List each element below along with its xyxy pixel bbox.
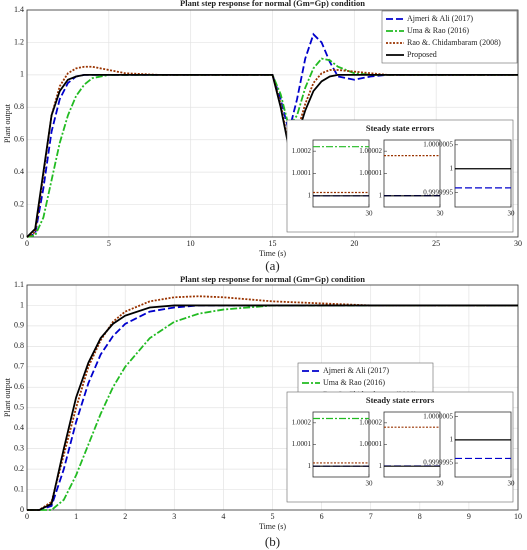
y-tick-label: 0.3 — [14, 443, 24, 452]
inset-y-tick-label: 0.9999995 — [423, 188, 453, 196]
x-axis-label: Time (s) — [259, 522, 286, 531]
inset-y-tick-label: 1.0000005 — [423, 412, 453, 420]
legend-label: Rao &. Chidambaram (2008) — [407, 38, 501, 47]
y-tick-label: 0.6 — [14, 382, 24, 391]
x-tick-label: 0 — [25, 239, 29, 248]
x-axis-label: Time (s) — [259, 249, 286, 258]
inset-x-tick-label: 30 — [437, 480, 445, 488]
inset-box — [286, 119, 514, 233]
inset-panel — [454, 411, 512, 478]
y-tick-label: 0.8 — [14, 341, 24, 350]
x-tick-label: 7 — [369, 512, 373, 521]
y-tick-label: 1 — [20, 300, 24, 309]
x-tick-label: 9 — [467, 512, 471, 521]
y-axis-label: Plant output — [3, 103, 12, 143]
x-tick-label: 6 — [320, 512, 324, 521]
inset-y-tick-label: 1.0002 — [292, 418, 312, 426]
x-tick-label: 10 — [187, 239, 195, 248]
inset-x-tick-label: 30 — [508, 210, 516, 218]
inset-y-tick-label: 1.00002 — [359, 418, 382, 426]
y-tick-label: 1.1 — [14, 280, 24, 289]
inset-title: Steady state errors — [366, 123, 435, 133]
y-tick-label: 0 — [20, 505, 24, 514]
inset-y-tick-label: 0.9999995 — [423, 459, 453, 467]
y-tick-label: 0 — [20, 232, 24, 241]
x-tick-label: 10 — [514, 512, 522, 521]
y-tick-label: 0.7 — [14, 362, 24, 371]
x-tick-label: 30 — [514, 239, 522, 248]
legend-label: Ajmeri & Ali (2017) — [323, 366, 389, 375]
inset-x-tick-label: 30 — [366, 480, 374, 488]
y-tick-label: 0.5 — [14, 403, 24, 412]
chart-title: Plant step response for normal (Gm=Gp) c… — [180, 274, 365, 284]
caption: (b) — [265, 534, 280, 549]
y-tick-label: 1 — [20, 70, 24, 79]
inset-x-tick-label: 30 — [437, 210, 445, 218]
x-tick-label: 3 — [172, 512, 176, 521]
inset-y-tick-label: 1.00001 — [359, 169, 382, 177]
legend-box — [381, 10, 518, 64]
legend-label: Ajmeri & Ali (2017) — [407, 14, 473, 23]
legend-label: Uma & Rao (2016) — [407, 26, 469, 35]
x-tick-label: 0 — [25, 512, 29, 521]
y-tick-label: 0.4 — [14, 423, 24, 432]
legend-label: Proposed — [407, 50, 437, 59]
y-tick-label: 0.4 — [14, 167, 24, 176]
y-tick-label: 0.8 — [14, 102, 24, 111]
inset-y-tick-label: 1 — [450, 435, 454, 443]
inset-y-tick-label: 1 — [308, 462, 312, 470]
series-line — [27, 304, 518, 511]
inset-y-tick-label: 1.00002 — [359, 147, 382, 155]
plot-frame — [26, 9, 519, 238]
x-tick-label: 20 — [350, 239, 358, 248]
y-tick-label: 0.2 — [14, 464, 24, 473]
series-line — [27, 295, 518, 511]
x-tick-label: 5 — [107, 239, 111, 248]
x-tick-label: 5 — [271, 512, 275, 521]
y-tick-label: 1.4 — [14, 5, 24, 14]
y-tick-label: 0.1 — [14, 484, 24, 493]
y-tick-label: 0.2 — [14, 199, 24, 208]
chart-title: Plant step response for normal (Gm=Gp) c… — [180, 0, 365, 8]
y-axis-label: Plant output — [3, 377, 12, 417]
inset-y-tick-label: 1.0002 — [292, 147, 312, 155]
x-tick-label: 4 — [221, 512, 225, 521]
inset-x-tick-label: 30 — [366, 210, 374, 218]
inset-y-tick-label: 1 — [450, 164, 454, 172]
inset-y-tick-label: 1.0001 — [292, 169, 312, 177]
series-line — [26, 73, 518, 238]
inset-box — [286, 391, 514, 503]
y-tick-label: 0.6 — [14, 135, 24, 144]
plot-frame — [26, 284, 519, 511]
inset-y-tick-label: 1.0000005 — [423, 140, 453, 148]
x-tick-label: 2 — [123, 512, 127, 521]
inset-panel — [454, 139, 512, 208]
inset-y-tick-label: 1 — [379, 462, 383, 470]
inset-y-tick-label: 1 — [379, 191, 383, 199]
inset-x-tick-label: 30 — [508, 480, 516, 488]
y-tick-label: 0.9 — [14, 321, 24, 330]
y-tick-label: 1.2 — [14, 37, 24, 46]
x-tick-label: 15 — [269, 239, 277, 248]
legend-label: Uma & Rao (2016) — [323, 378, 385, 387]
x-tick-label: 8 — [418, 512, 422, 521]
inset-title: Steady state errors — [366, 395, 435, 405]
x-tick-label: 1 — [74, 512, 78, 521]
caption: (a) — [265, 258, 279, 273]
inset-y-tick-label: 1.00001 — [359, 440, 382, 448]
inset-y-tick-label: 1.0001 — [292, 440, 312, 448]
inset-y-tick-label: 1 — [308, 191, 312, 199]
x-tick-label: 25 — [432, 239, 440, 248]
